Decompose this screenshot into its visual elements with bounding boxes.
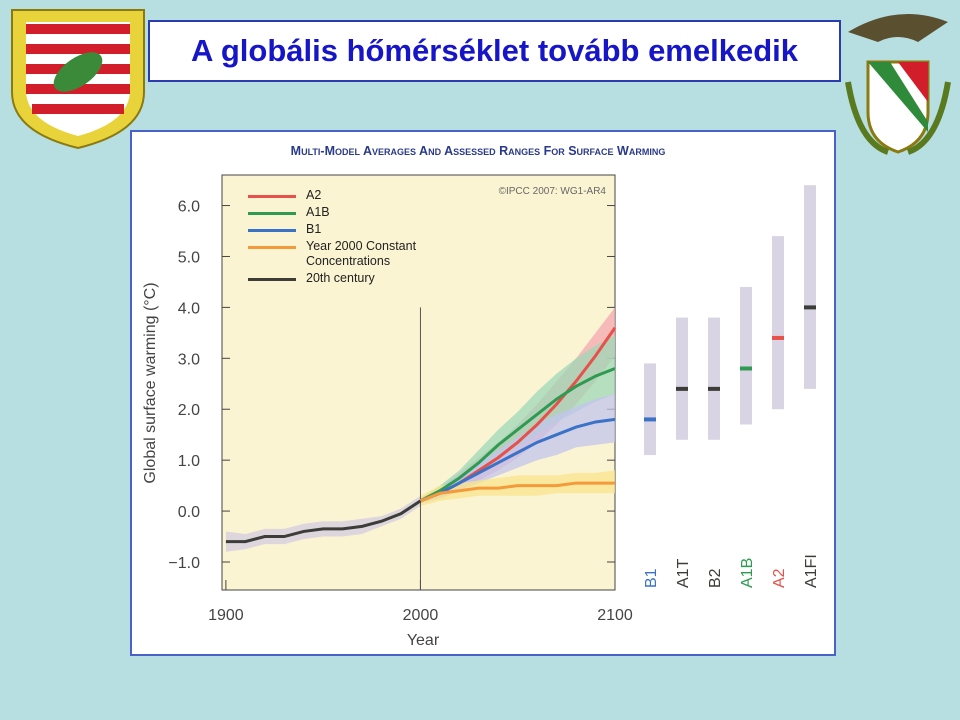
series-line	[419, 417, 616, 503]
range-label: A1B	[739, 558, 756, 588]
x-tick-label: 1900	[208, 607, 244, 624]
right-logo	[845, 14, 951, 155]
legend-swatch	[248, 229, 296, 232]
legend-item: A1B	[248, 205, 438, 220]
range-label: A1FI	[803, 554, 820, 588]
y-tick-label: −1.0	[168, 555, 200, 572]
legend-label: B1	[306, 222, 322, 236]
y-tick-label: 1.0	[178, 453, 200, 470]
legend-swatch	[248, 212, 296, 215]
legend-label: A2	[306, 188, 322, 202]
uncertainty-band	[420, 470, 615, 506]
legend-label: A1B	[306, 205, 330, 219]
uncertainty-band	[420, 335, 615, 504]
x-tick-label: 2000	[403, 607, 439, 624]
left-logo	[11, 9, 145, 150]
series-line	[419, 367, 616, 503]
x-tick-label: 2100	[597, 607, 633, 624]
series-line	[419, 481, 615, 503]
chart-title: Multi-Model Averages and Assessed Ranges…	[291, 144, 666, 158]
slide-title: A globális hőmérséklet tovább emelkedik	[191, 33, 798, 68]
range-bar	[676, 317, 688, 440]
legend-swatch	[248, 246, 296, 249]
range-bar	[772, 236, 784, 410]
range-bar	[740, 287, 752, 425]
best-estimate	[644, 417, 656, 422]
best-estimate	[772, 335, 784, 340]
legend-item: 20th century	[248, 271, 438, 286]
y-tick-label: 5.0	[178, 249, 200, 266]
y-tick-label: 3.0	[178, 351, 200, 368]
range-label: A2	[771, 568, 788, 588]
series-line	[225, 499, 422, 544]
range-bar	[708, 317, 720, 440]
legend-item: B1	[248, 222, 438, 237]
y-axis-label: Global surface warming (°C)	[142, 282, 159, 483]
legend-label: Year 2000 Constant Concentrations	[306, 239, 417, 268]
annotation: ©IPCC 2007: WG1-AR4	[499, 186, 607, 197]
legend-item: Year 2000 Constant Concentrations	[248, 239, 438, 269]
range-bar	[644, 363, 656, 456]
legend-item: A2	[248, 188, 438, 203]
x-axis-label: Year	[407, 632, 440, 649]
title-box: A globális hőmérséklet tovább emelkedik	[148, 20, 841, 82]
range-label: A1T	[675, 558, 692, 588]
best-estimate	[804, 305, 816, 310]
best-estimate	[676, 386, 688, 391]
range-label: B1	[643, 568, 660, 588]
legend-label: 20th century	[306, 271, 375, 285]
y-tick-label: 4.0	[178, 300, 200, 317]
y-tick-label: 2.0	[178, 402, 200, 419]
range-label: B2	[707, 568, 724, 588]
legend-swatch	[248, 195, 296, 198]
best-estimate	[740, 366, 752, 371]
range-bar	[804, 185, 816, 389]
legend-swatch	[248, 278, 296, 281]
y-tick-label: 6.0	[178, 199, 200, 216]
legend: A2 A1B B1 Year 2000 Constant Concentrations…	[248, 188, 438, 288]
best-estimate	[708, 386, 720, 391]
y-tick-label: 0.0	[178, 504, 200, 521]
